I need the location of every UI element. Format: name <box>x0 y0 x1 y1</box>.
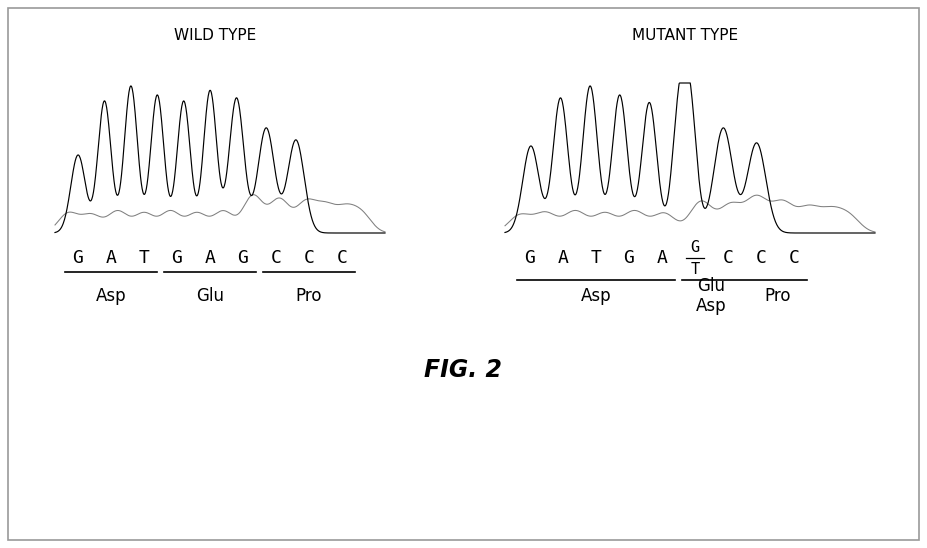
Text: G: G <box>691 239 700 254</box>
Text: A: A <box>656 249 667 267</box>
Text: A: A <box>106 249 117 267</box>
Text: C: C <box>303 249 314 267</box>
Text: FIG. 2: FIG. 2 <box>424 358 502 382</box>
Text: Pro: Pro <box>296 287 323 305</box>
Text: Glu: Glu <box>697 277 726 295</box>
Text: Asp: Asp <box>696 297 727 315</box>
Text: WILD TYPE: WILD TYPE <box>174 28 256 43</box>
Text: C: C <box>337 249 348 267</box>
Text: Asp: Asp <box>580 287 611 305</box>
FancyBboxPatch shape <box>8 8 919 540</box>
Text: A: A <box>205 249 215 267</box>
Text: G: G <box>624 249 634 267</box>
Text: G: G <box>72 249 83 267</box>
Text: G: G <box>171 249 183 267</box>
Text: C: C <box>271 249 282 267</box>
Text: T: T <box>590 249 602 267</box>
Text: MUTANT TYPE: MUTANT TYPE <box>632 28 738 43</box>
Text: Glu: Glu <box>196 287 224 305</box>
Text: G: G <box>525 249 536 267</box>
Text: C: C <box>789 249 799 267</box>
Text: Pro: Pro <box>764 287 791 305</box>
Text: G: G <box>237 249 248 267</box>
Text: T: T <box>138 249 149 267</box>
Text: C: C <box>722 249 733 267</box>
Text: Asp: Asp <box>95 287 126 305</box>
Text: C: C <box>756 249 767 267</box>
Text: A: A <box>557 249 568 267</box>
Text: T: T <box>691 261 700 277</box>
